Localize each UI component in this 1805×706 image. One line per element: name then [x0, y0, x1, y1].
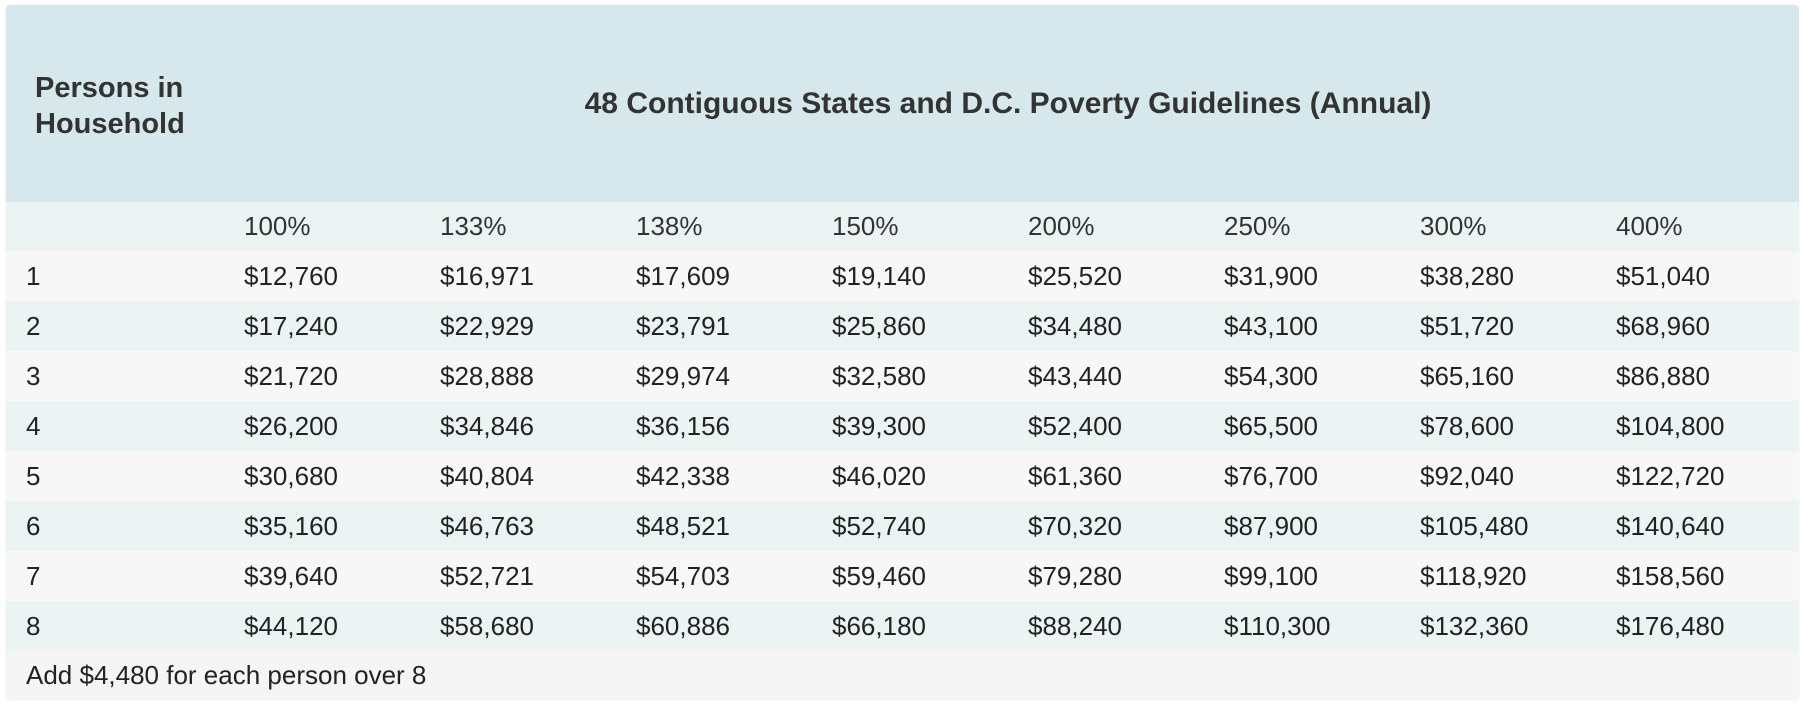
guideline-value-cell: $87,900 — [1224, 501, 1420, 551]
guideline-value-cell: $140,640 — [1616, 501, 1799, 551]
guideline-value-cell: $43,440 — [1028, 351, 1224, 401]
guideline-value-cell: $52,740 — [832, 501, 1028, 551]
guideline-value-cell: $36,156 — [636, 401, 832, 451]
guideline-value-cell: $65,160 — [1420, 351, 1616, 401]
guideline-value-cell: $34,480 — [1028, 301, 1224, 351]
percentage-header: 138% — [636, 202, 832, 251]
table-row: 2 $17,240 $22,929 $23,791 $25,860 $34,480 $43,… — [6, 301, 1799, 351]
percentage-header: 250% — [1224, 202, 1420, 251]
empty-cell — [6, 202, 244, 251]
table-footer-row: Add $4,480 for each person over 8 — [6, 651, 1799, 699]
persons-count-cell: 5 — [6, 451, 244, 501]
table-body: 100% 133% 138% 150% 200% 250% 300% 400% … — [6, 202, 1799, 651]
percentage-header: 300% — [1420, 202, 1616, 251]
guideline-value-cell: $22,929 — [440, 301, 636, 351]
guideline-value-cell: $158,560 — [1616, 551, 1799, 601]
table-row: 3 $21,720 $28,888 $29,974 $32,580 $43,440 $54,… — [6, 351, 1799, 401]
guideline-value-cell: $99,100 — [1224, 551, 1420, 601]
guideline-value-cell: $44,120 — [244, 601, 440, 651]
guideline-value-cell: $79,280 — [1028, 551, 1224, 601]
guideline-value-cell: $42,338 — [636, 451, 832, 501]
guideline-value-cell: $51,720 — [1420, 301, 1616, 351]
percentage-header-row: 100% 133% 138% 150% 200% 250% 300% 400% — [6, 202, 1799, 251]
table-title: 48 Contiguous States and D.C. Poverty Gu… — [244, 5, 1799, 202]
guideline-value-cell: $132,360 — [1420, 601, 1616, 651]
persons-in-household-header: Persons in Household — [6, 5, 244, 202]
persons-count-cell: 7 — [6, 551, 244, 601]
table-row: 4 $26,200 $34,846 $36,156 $39,300 $52,400 $65,… — [6, 401, 1799, 451]
guideline-value-cell: $52,400 — [1028, 401, 1224, 451]
guideline-value-cell: $118,920 — [1420, 551, 1616, 601]
guideline-value-cell: $92,040 — [1420, 451, 1616, 501]
guideline-value-cell: $105,480 — [1420, 501, 1616, 551]
guideline-value-cell: $68,960 — [1616, 301, 1799, 351]
guideline-value-cell: $46,763 — [440, 501, 636, 551]
percentage-header: 133% — [440, 202, 636, 251]
guideline-value-cell: $17,240 — [244, 301, 440, 351]
guideline-value-cell: $25,860 — [832, 301, 1028, 351]
guideline-value-cell: $39,300 — [832, 401, 1028, 451]
guideline-value-cell: $25,520 — [1028, 251, 1224, 301]
poverty-guidelines-table: Persons in Household 48 Contiguous State… — [6, 5, 1799, 700]
guideline-value-cell: $61,360 — [1028, 451, 1224, 501]
persons-count-cell: 3 — [6, 351, 244, 401]
guideline-value-cell: $19,140 — [832, 251, 1028, 301]
persons-count-cell: 2 — [6, 301, 244, 351]
guideline-value-cell: $32,580 — [832, 351, 1028, 401]
guideline-value-cell: $52,721 — [440, 551, 636, 601]
persons-count-cell: 6 — [6, 501, 244, 551]
guideline-value-cell: $54,300 — [1224, 351, 1420, 401]
guideline-value-cell: $66,180 — [832, 601, 1028, 651]
guideline-value-cell: $12,760 — [244, 251, 440, 301]
guideline-value-cell: $51,040 — [1616, 251, 1799, 301]
guideline-value-cell: $31,900 — [1224, 251, 1420, 301]
guideline-value-cell: $43,100 — [1224, 301, 1420, 351]
guideline-value-cell: $122,720 — [1616, 451, 1799, 501]
guideline-value-cell: $76,700 — [1224, 451, 1420, 501]
guideline-value-cell: $17,609 — [636, 251, 832, 301]
guideline-value-cell: $29,974 — [636, 351, 832, 401]
guideline-value-cell: $54,703 — [636, 551, 832, 601]
guideline-value-cell: $110,300 — [1224, 601, 1420, 651]
persons-count-cell: 8 — [6, 601, 244, 651]
guideline-value-cell: $88,240 — [1028, 601, 1224, 651]
guideline-value-cell: $34,846 — [440, 401, 636, 451]
percentage-header: 400% — [1616, 202, 1799, 251]
table-row: 6 $35,160 $46,763 $48,521 $52,740 $70,320 $87,… — [6, 501, 1799, 551]
guideline-value-cell: $176,480 — [1616, 601, 1799, 651]
guideline-value-cell: $78,600 — [1420, 401, 1616, 451]
table-row: 5 $30,680 $40,804 $42,338 $46,020 $61,360 $76,… — [6, 451, 1799, 501]
table-row: 7 $39,640 $52,721 $54,703 $59,460 $79,280 $99,… — [6, 551, 1799, 601]
footer-note: Add $4,480 for each person over 8 — [6, 651, 1799, 699]
guideline-value-cell: $46,020 — [832, 451, 1028, 501]
guideline-value-cell: $21,720 — [244, 351, 440, 401]
guideline-value-cell: $38,280 — [1420, 251, 1616, 301]
percentage-header: 100% — [244, 202, 440, 251]
guideline-value-cell: $65,500 — [1224, 401, 1420, 451]
guideline-value-cell: $30,680 — [244, 451, 440, 501]
percentage-header: 150% — [832, 202, 1028, 251]
persons-count-cell: 1 — [6, 251, 244, 301]
guideline-value-cell: $70,320 — [1028, 501, 1224, 551]
guideline-value-cell: $60,886 — [636, 601, 832, 651]
guideline-value-cell: $23,791 — [636, 301, 832, 351]
guideline-value-cell: $16,971 — [440, 251, 636, 301]
guideline-value-cell: $40,804 — [440, 451, 636, 501]
table-header-row: Persons in Household 48 Contiguous State… — [6, 5, 1799, 202]
guideline-value-cell: $28,888 — [440, 351, 636, 401]
guideline-value-cell: $59,460 — [832, 551, 1028, 601]
table-row: 1 $12,760 $16,971 $17,609 $19,140 $25,520 $31,… — [6, 251, 1799, 301]
guideline-value-cell: $26,200 — [244, 401, 440, 451]
persons-count-cell: 4 — [6, 401, 244, 451]
guideline-value-cell: $48,521 — [636, 501, 832, 551]
guideline-value-cell: $39,640 — [244, 551, 440, 601]
table-row: 8 $44,120 $58,680 $60,886 $66,180 $88,240 $110… — [6, 601, 1799, 651]
guideline-value-cell: $86,880 — [1616, 351, 1799, 401]
guideline-value-cell: $35,160 — [244, 501, 440, 551]
guideline-value-cell: $58,680 — [440, 601, 636, 651]
guideline-value-cell: $104,800 — [1616, 401, 1799, 451]
percentage-header: 200% — [1028, 202, 1224, 251]
